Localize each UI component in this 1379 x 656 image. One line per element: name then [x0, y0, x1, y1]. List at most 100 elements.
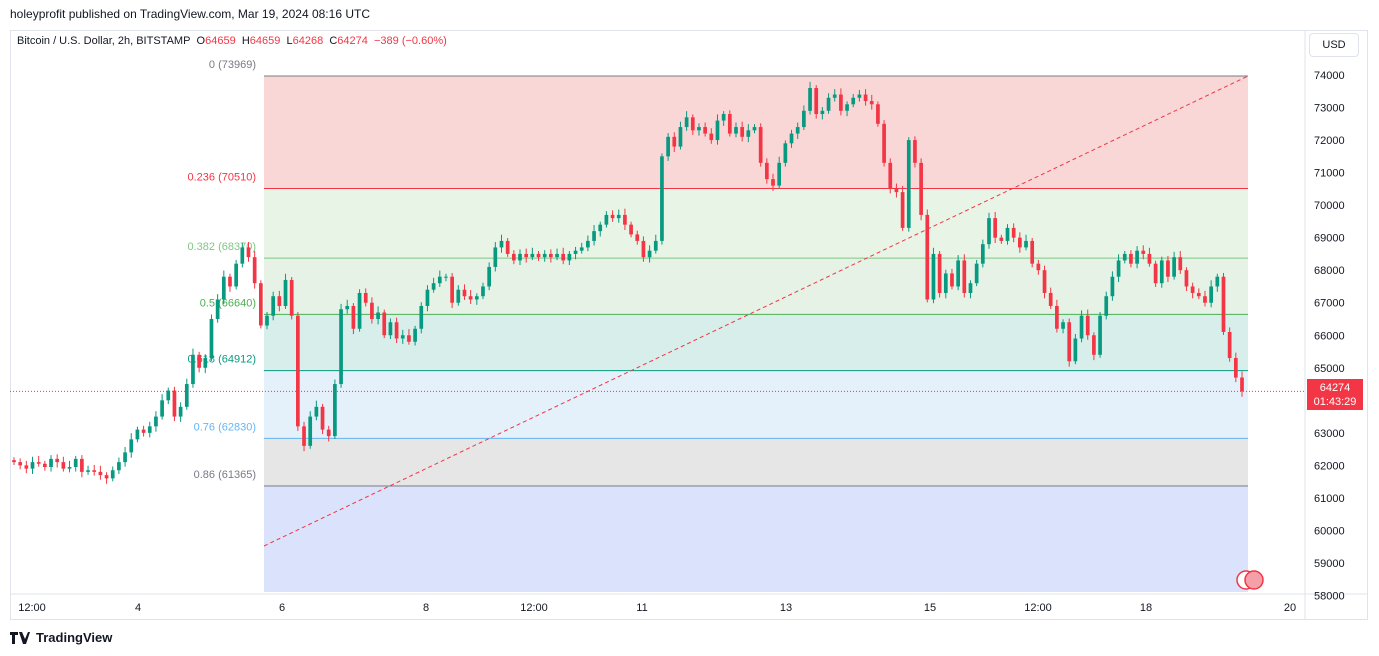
candle-body — [647, 250, 652, 258]
candle-body — [413, 328, 417, 342]
candle-body — [363, 292, 368, 303]
candle-body — [1098, 315, 1102, 355]
candle-body — [252, 257, 257, 284]
candle-body — [1011, 227, 1016, 238]
price-tick-label: 67000 — [1314, 298, 1345, 310]
candle-body — [240, 247, 245, 264]
candle-body — [92, 470, 97, 472]
candle-body — [215, 299, 220, 319]
candle-body — [1129, 253, 1133, 264]
currency-button[interactable]: USD — [1309, 33, 1359, 57]
candle-body — [326, 429, 331, 437]
candle-body — [450, 276, 454, 303]
symbol-name: Bitcoin / U.S. Dollar, 2h, BITSTAMP — [17, 35, 191, 47]
footer-brand[interactable]: TradingView — [10, 630, 112, 645]
time-tick-label: 18 — [1140, 602, 1152, 614]
candle-body — [221, 276, 226, 300]
candle-body — [974, 263, 979, 284]
candle-body — [752, 127, 757, 131]
candle-body — [18, 462, 23, 466]
candle-body — [660, 156, 664, 241]
candle-body — [30, 462, 35, 469]
candle-body — [616, 214, 621, 219]
candle-body — [228, 276, 232, 287]
candle-body — [530, 253, 535, 258]
candle-body — [993, 218, 998, 238]
candle-body — [882, 123, 886, 163]
candle-body — [1061, 322, 1065, 329]
candle-body — [308, 416, 313, 446]
candle-body — [61, 462, 66, 469]
candle-body — [302, 426, 306, 446]
candle-body — [511, 253, 516, 261]
candle-body — [900, 192, 905, 228]
price-tick-label: 63000 — [1314, 428, 1345, 440]
candle-body — [789, 133, 794, 144]
candle-body — [839, 94, 843, 111]
candle-body — [536, 253, 541, 258]
candle-body — [919, 162, 923, 215]
chart-frame[interactable] — [10, 30, 1368, 620]
candle-body — [499, 240, 504, 248]
candle-body — [956, 260, 960, 287]
candle-body — [1172, 257, 1176, 277]
candle-body — [407, 335, 411, 342]
candle-body — [49, 458, 53, 467]
time-tick-label: 8 — [423, 602, 429, 614]
candle-body — [1067, 322, 1072, 362]
candle-body — [561, 253, 566, 261]
candle-body — [1036, 263, 1041, 271]
candle-body — [43, 463, 47, 467]
candle-body — [481, 286, 485, 297]
candle-body — [98, 471, 103, 476]
candle-body — [1153, 263, 1158, 284]
candle-body — [1030, 240, 1035, 264]
candle-body — [524, 253, 529, 258]
candle-body — [808, 88, 812, 111]
candle-body — [666, 136, 670, 157]
candle-body — [203, 358, 208, 368]
candle-body — [234, 263, 239, 287]
candle-body — [73, 458, 78, 467]
candle-body — [697, 127, 701, 131]
candle-body — [320, 406, 325, 430]
candle-body — [86, 470, 90, 472]
candle-body — [1073, 338, 1078, 362]
candle-body — [1116, 260, 1121, 277]
candle-body — [549, 253, 553, 258]
price-tick-label: 60000 — [1314, 525, 1345, 537]
candle-body — [141, 429, 146, 433]
change-value: −389 (−0.60%) — [374, 35, 447, 47]
candle-body — [894, 188, 899, 193]
candle-body — [727, 114, 732, 134]
price-tick-label: 71000 — [1314, 168, 1345, 180]
price-tick-label: 68000 — [1314, 265, 1345, 277]
candle-body — [462, 289, 467, 297]
fib-level-label: 0.236 (70510) — [188, 172, 257, 184]
time-tick-label: 15 — [924, 602, 936, 614]
close-label: C — [329, 35, 338, 47]
candle-body — [863, 94, 868, 102]
candle-body — [623, 214, 627, 225]
candle-body — [1141, 250, 1146, 254]
fib-zone — [264, 438, 1248, 487]
candle-body — [437, 276, 442, 284]
candle-body — [474, 296, 479, 300]
high-value: 64659 — [249, 35, 281, 47]
candle-body — [1233, 358, 1238, 378]
candle-body — [709, 133, 714, 141]
symbol-info: Bitcoin / U.S. Dollar, 2h, BITSTAMP O646… — [17, 35, 447, 47]
price-tick-label: 59000 — [1314, 558, 1345, 570]
current-price-label: 64274 01:43:29 — [1307, 379, 1363, 410]
candle-body — [388, 322, 393, 336]
candle-body — [703, 127, 707, 134]
candle-body — [382, 312, 387, 336]
candle-body — [419, 305, 424, 329]
time-tick-label: 12:00 — [1024, 602, 1052, 614]
candle-body — [1135, 250, 1139, 264]
event-flags-icon — [1244, 570, 1264, 590]
candle-body — [1184, 270, 1189, 287]
candle-body — [1209, 286, 1213, 303]
candle-body — [370, 302, 374, 319]
